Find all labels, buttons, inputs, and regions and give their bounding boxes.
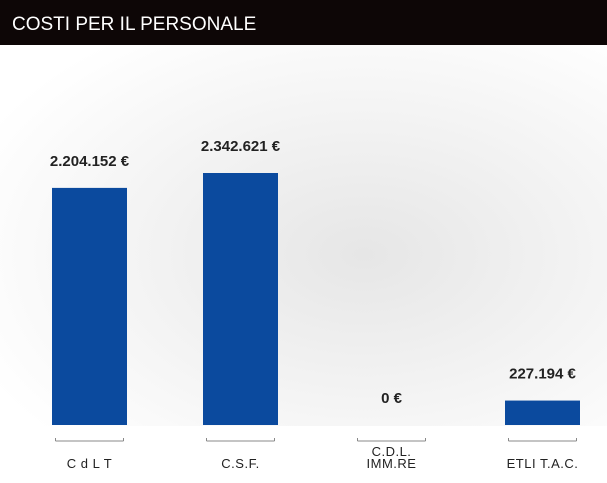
value-label: 2.342.621 € — [201, 138, 281, 155]
bar — [52, 187, 127, 425]
title-bar — [0, 0, 607, 45]
bar — [203, 173, 278, 425]
value-label: 0 € — [381, 390, 403, 407]
value-label: 227.194 € — [509, 366, 576, 383]
bar — [505, 400, 580, 425]
x-tick-label: ETLI T.A.C. — [506, 456, 579, 471]
chart-title: COSTI PER IL PERSONALE — [12, 14, 256, 35]
x-tick-label: C.D.L. IMM.RE — [366, 444, 417, 471]
value-label: 2.204.152 € — [50, 153, 130, 170]
x-tick-label: C d L T — [66, 456, 113, 471]
x-tick-label: C.S.F. — [221, 456, 260, 471]
